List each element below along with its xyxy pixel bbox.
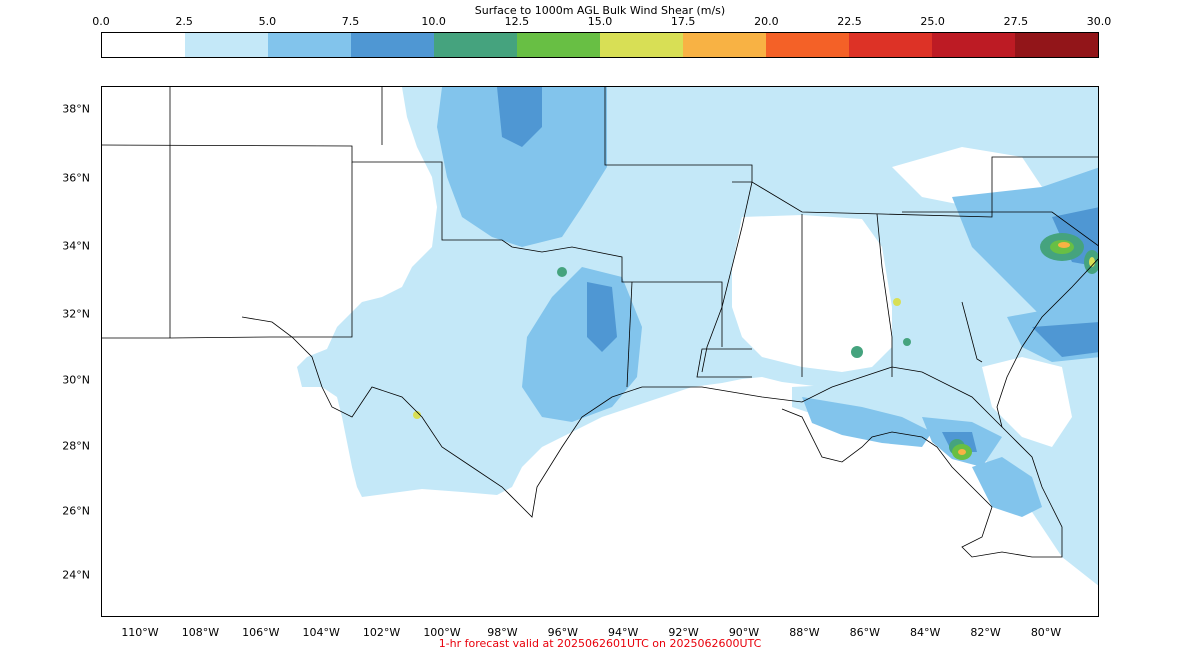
state-boundary — [102, 162, 353, 339]
colorbar-segment — [351, 33, 434, 57]
longitude-label: 80°W — [1030, 626, 1062, 639]
latitude-label: 36°N — [62, 171, 90, 185]
longitude-label: 102°W — [362, 626, 401, 639]
longitude-label: 98°W — [487, 626, 518, 639]
colorbar-tick-label: 30.0 — [1086, 15, 1112, 28]
shear-core — [893, 298, 901, 306]
colorbar-segment — [600, 33, 683, 57]
colorbar-segment — [1015, 33, 1098, 57]
shear-region-strong — [497, 87, 542, 147]
colorbar-segment — [268, 33, 351, 57]
latitude-label: 28°N — [62, 439, 90, 453]
colorbar-segment — [517, 33, 600, 57]
river-boundary — [701, 181, 753, 373]
colorbar-tick-label: 12.5 — [504, 15, 530, 28]
latitude-label: 24°N — [62, 568, 90, 582]
latitude-label: 38°N — [62, 102, 90, 116]
colorbar-segment — [434, 33, 517, 57]
shear-region-strong — [587, 282, 617, 352]
state-boundary — [696, 348, 752, 378]
longitude-label: 88°W — [789, 626, 820, 639]
map-panel — [101, 86, 1099, 617]
shear-core — [851, 346, 863, 358]
colorbar-tick-label: 22.5 — [837, 15, 862, 28]
colorbar-tick-label: 5.0 — [258, 15, 277, 28]
state-boundary — [876, 213, 893, 377]
state-boundary — [902, 211, 1098, 247]
shear-core — [413, 411, 421, 419]
longitude-label: 92°W — [668, 626, 699, 639]
colorbar-tick-label: 15.0 — [587, 15, 613, 28]
colorbar-tick-label: 17.5 — [670, 15, 696, 28]
shear-region-strong — [1032, 322, 1098, 357]
chart-title: Surface to 1000m AGL Bulk Wind Shear (m/… — [474, 4, 726, 17]
longitude-label: 104°W — [302, 626, 340, 639]
colorbar-tick-label: 27.5 — [1003, 15, 1029, 28]
colorbar-tick-label: 10.0 — [421, 15, 446, 28]
colorbar-tick-label: 20.0 — [754, 15, 779, 28]
colorbar-segment — [185, 33, 268, 57]
colorbar-tick-label: 0.0 — [92, 15, 110, 28]
shear-region-none — [832, 265, 872, 327]
shear-core — [1058, 242, 1070, 248]
colorbar — [101, 32, 1099, 58]
longitude-label: 86°W — [849, 626, 880, 639]
boundaries — [102, 87, 1098, 558]
forecast-footer: 1-hr forecast valid at 2025062601UTC on … — [438, 637, 762, 650]
shear-field — [297, 87, 1098, 586]
shear-core — [557, 267, 567, 277]
state-boundary — [604, 87, 753, 182]
longitude-label: 110°W — [121, 626, 159, 639]
longitude-label: 108°W — [181, 626, 220, 639]
latitude-label: 32°N — [62, 307, 90, 321]
coastline — [241, 316, 1063, 558]
latitude-label: 34°N — [62, 239, 90, 253]
shear-region-medium — [437, 87, 607, 247]
latitude-label: 30°N — [62, 373, 90, 387]
shear-core — [958, 449, 966, 455]
colorbar-segment — [932, 33, 1015, 57]
longitude-label: 82°W — [970, 626, 1001, 639]
state-boundary — [626, 281, 633, 388]
shear-region-none — [982, 357, 1072, 447]
colorbar-tick-label: 2.5 — [175, 15, 193, 28]
state-boundary — [961, 301, 983, 363]
colorbar-tick-label: 25.0 — [920, 15, 945, 28]
colorbar-segment — [849, 33, 932, 57]
map-canvas — [102, 87, 1098, 586]
longitude-label: 96°W — [547, 626, 578, 639]
longitude-label: 90°W — [728, 626, 760, 639]
longitude-label: 94°W — [608, 626, 639, 639]
shear-region-medium — [972, 457, 1042, 517]
colorbar-segment — [102, 33, 185, 57]
longitude-label: 106°W — [242, 626, 280, 639]
colorbar-tick-label: 7.5 — [341, 15, 360, 28]
shear-region-none — [732, 215, 892, 372]
colorbar-segment — [683, 33, 766, 57]
longitude-label: 100°W — [423, 626, 461, 639]
shear-core — [903, 338, 911, 346]
coastline — [996, 258, 1098, 428]
colorbar-segment — [766, 33, 849, 57]
latitude-label: 26°N — [62, 504, 90, 518]
longitude-label: 84°W — [910, 626, 941, 639]
shear-region-medium — [802, 397, 932, 447]
